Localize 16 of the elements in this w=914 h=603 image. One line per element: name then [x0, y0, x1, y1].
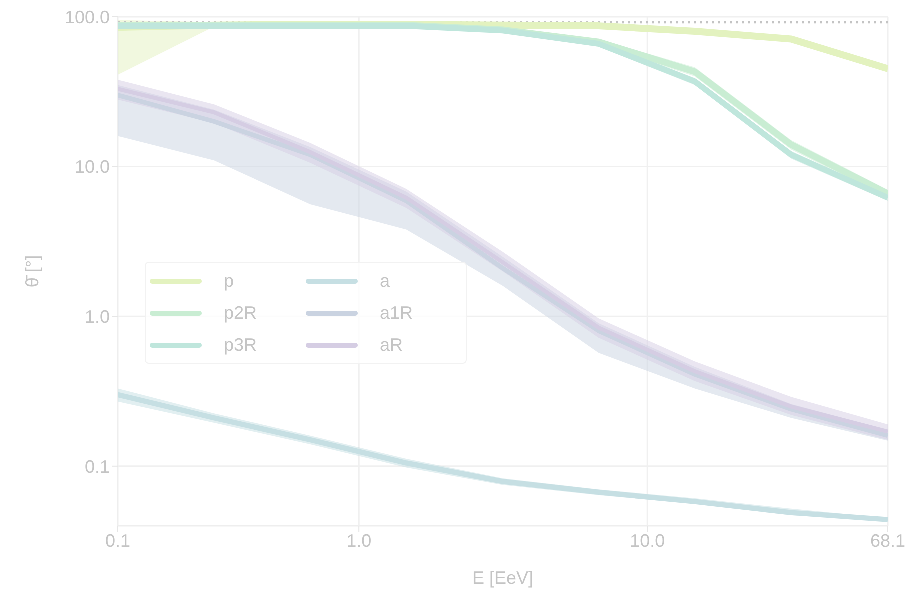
- legend-label: a: [380, 270, 390, 292]
- legend-label: p: [224, 270, 234, 292]
- x-tick-label: 68.1: [870, 530, 906, 551]
- y-tick-label: 1.0: [84, 306, 110, 327]
- legend-label: a1R: [380, 302, 414, 324]
- y-tick-label: 0.1: [84, 456, 110, 477]
- legend-label: aR: [380, 334, 404, 356]
- x-tick-label: 10.0: [630, 530, 666, 551]
- y-axis-title: θ̄ [°]: [22, 255, 42, 288]
- legend-label: p2R: [224, 302, 258, 324]
- y-tick-label: 100.0: [64, 7, 110, 28]
- x-axis-title: E [EeV]: [472, 568, 534, 588]
- x-tick-label: 0.1: [105, 530, 131, 551]
- y-tick-label: 10.0: [74, 157, 110, 178]
- x-tick-label: 1.0: [346, 530, 372, 551]
- legend-label: p3R: [224, 334, 258, 356]
